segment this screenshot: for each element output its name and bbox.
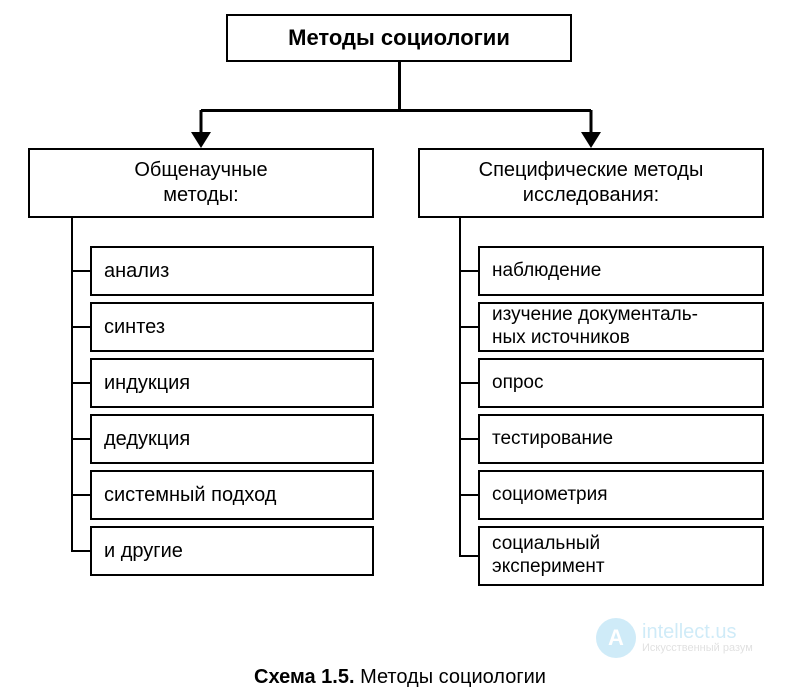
left-item-connector bbox=[72, 382, 90, 384]
left-header-line1: Общенаучные bbox=[134, 158, 267, 183]
left-item-box: индукция bbox=[90, 358, 374, 408]
left-header-line2: методы: bbox=[163, 183, 238, 208]
left-item-label: анализ bbox=[104, 259, 169, 283]
left-item-connector bbox=[72, 550, 90, 552]
right-item-label: наблюдение bbox=[492, 260, 601, 283]
right-item-box: тестирование bbox=[478, 414, 764, 464]
right-item-label: тестирование bbox=[492, 428, 613, 451]
right-item-box: социальный эксперимент bbox=[478, 526, 764, 586]
caption-prefix: Схема 1.5. bbox=[254, 666, 355, 688]
left-item-box: синтез bbox=[90, 302, 374, 352]
right-item-connector bbox=[460, 270, 478, 272]
left-item-label: синтез bbox=[104, 315, 165, 339]
right-item-label: опрос bbox=[492, 372, 544, 395]
right-spine bbox=[459, 218, 461, 557]
right-header-line1: Специфические методы bbox=[479, 158, 704, 183]
watermark-letter: A bbox=[608, 625, 624, 651]
watermark-text: intellect.us Искусственный разум bbox=[642, 622, 753, 654]
left-item-connector bbox=[72, 494, 90, 496]
left-item-box: и другие bbox=[90, 526, 374, 576]
connector-root-stem bbox=[398, 62, 401, 110]
right-item-box: изучение документаль- ных источников bbox=[478, 302, 764, 352]
right-item-connector bbox=[460, 555, 478, 557]
left-item-box: системный подход bbox=[90, 470, 374, 520]
right-header-box: Специфические методы исследования: bbox=[418, 148, 764, 218]
watermark-icon: A bbox=[596, 618, 636, 658]
right-item-connector bbox=[460, 438, 478, 440]
watermark-tagline: Искусственный разум bbox=[642, 642, 753, 654]
arrow-left bbox=[189, 110, 213, 150]
right-item-connector bbox=[460, 382, 478, 384]
right-item-label: социальный эксперимент bbox=[492, 533, 605, 579]
left-header-box: Общенаучные методы: bbox=[28, 148, 374, 218]
left-item-box: дедукция bbox=[90, 414, 374, 464]
left-item-box: анализ bbox=[90, 246, 374, 296]
connector-crossbar bbox=[201, 109, 591, 112]
root-label: Методы социологии bbox=[288, 24, 510, 52]
watermark-brand: intellect.us bbox=[642, 622, 753, 642]
right-item-box: наблюдение bbox=[478, 246, 764, 296]
left-item-label: дедукция bbox=[104, 427, 190, 451]
right-header-line2: исследования: bbox=[523, 183, 659, 208]
right-item-box: социометрия bbox=[478, 470, 764, 520]
right-item-label: изучение документаль- ных источников bbox=[492, 304, 698, 350]
left-item-label: системный подход bbox=[104, 483, 276, 507]
right-item-label: социометрия bbox=[492, 484, 608, 507]
left-item-label: индукция bbox=[104, 371, 190, 395]
watermark: A intellect.us Искусственный разум bbox=[596, 618, 753, 658]
left-spine bbox=[71, 218, 73, 552]
arrow-right bbox=[579, 110, 603, 150]
caption: Схема 1.5. Методы социологии bbox=[0, 666, 800, 689]
left-item-label: и другие bbox=[104, 539, 183, 563]
left-item-connector bbox=[72, 270, 90, 272]
caption-text: Методы социологии bbox=[360, 666, 546, 688]
root-box: Методы социологии bbox=[226, 14, 572, 62]
right-item-connector bbox=[460, 494, 478, 496]
left-item-connector bbox=[72, 326, 90, 328]
right-item-box: опрос bbox=[478, 358, 764, 408]
right-item-connector bbox=[460, 326, 478, 328]
left-item-connector bbox=[72, 438, 90, 440]
